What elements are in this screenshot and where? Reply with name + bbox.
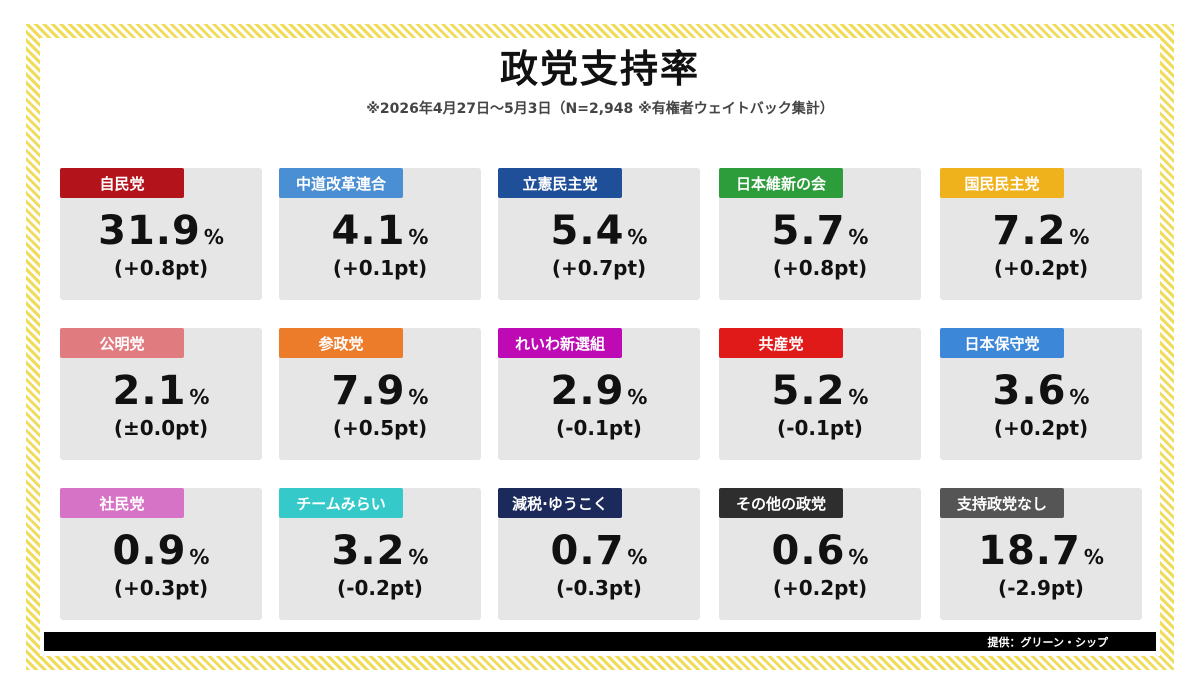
percent-symbol: % [408, 545, 429, 569]
percent-symbol: % [408, 225, 429, 249]
party-card: 共産党 5.2% (-0.1pt) [719, 328, 921, 460]
support-value-row: 3.6% [940, 368, 1142, 414]
support-rate-value: 0.7 [550, 528, 625, 574]
party-name-label: 社民党 [60, 488, 184, 518]
party-name-label: その他の政党 [719, 488, 843, 518]
party-name-label: 共産党 [719, 328, 843, 358]
support-rate-value: 2.1 [112, 368, 187, 414]
page-title: 政党支持率 [499, 47, 700, 91]
party-card: 国民民主党 7.2% (+0.2pt) [940, 168, 1142, 300]
support-value-row: 3.2% [279, 528, 481, 574]
support-rate-value: 3.6 [992, 368, 1067, 414]
support-rate-value: 5.7 [771, 208, 846, 254]
party-card: 支持政党なし 18.7% (-2.9pt) [940, 488, 1142, 620]
change-from-previous: (+0.8pt) [772, 256, 868, 280]
percent-symbol: % [189, 545, 210, 569]
change-from-previous: (+0.1pt) [332, 256, 428, 280]
change-from-previous: (-0.1pt) [556, 416, 642, 440]
party-card: 減税·ゆうこく 0.7% (-0.3pt) [498, 488, 700, 620]
party-name-label: れいわ新選組 [498, 328, 622, 358]
support-value-row: 5.7% [719, 208, 921, 254]
party-card: 日本維新の会 5.7% (+0.8pt) [719, 168, 921, 300]
change-from-previous: (+0.2pt) [772, 576, 868, 600]
change-from-previous: (+0.2pt) [993, 256, 1089, 280]
support-value-row: 5.2% [719, 368, 921, 414]
party-card: 立憲民主党 5.4% (+0.7pt) [498, 168, 700, 300]
party-name-label: 参政党 [279, 328, 403, 358]
party-name-label: 公明党 [60, 328, 184, 358]
party-card: 参政党 7.9% (+0.5pt) [279, 328, 481, 460]
percent-symbol: % [848, 385, 869, 409]
support-rate-value: 4.1 [331, 208, 406, 254]
support-value-row: 5.4% [498, 208, 700, 254]
support-rate-value: 7.2 [992, 208, 1067, 254]
percent-symbol: % [848, 545, 869, 569]
support-value-row: 0.6% [719, 528, 921, 574]
change-from-previous: (+0.5pt) [332, 416, 428, 440]
change-from-previous: (-0.1pt) [777, 416, 863, 440]
party-card: チームみらい 3.2% (-0.2pt) [279, 488, 481, 620]
footer-bar: 提供：グリーン・シップ [44, 632, 1156, 651]
party-name-label: 支持政党なし [940, 488, 1064, 518]
party-name-label: 減税·ゆうこく [498, 488, 622, 518]
support-value-row: 4.1% [279, 208, 481, 254]
percent-symbol: % [1083, 545, 1104, 569]
change-from-previous: (±0.0pt) [113, 416, 209, 440]
party-name-label: 日本維新の会 [719, 168, 843, 198]
percent-symbol: % [627, 225, 648, 249]
support-rate-value: 2.9 [550, 368, 625, 414]
party-card: 自民党 31.9% (+0.8pt) [60, 168, 262, 300]
percent-symbol: % [627, 385, 648, 409]
survey-note: ※2026年4月27日～5月3日（N=2,948 ※有権者ウェイトバック集計） [366, 101, 834, 117]
party-name-label: 日本保守党 [940, 328, 1064, 358]
support-value-row: 2.9% [498, 368, 700, 414]
change-from-previous: (-0.3pt) [556, 576, 642, 600]
support-rate-value: 3.2 [331, 528, 406, 574]
support-value-row: 2.1% [60, 368, 262, 414]
percent-symbol: % [1069, 385, 1090, 409]
party-name-label: 立憲民主党 [498, 168, 622, 198]
percent-symbol: % [203, 225, 224, 249]
party-card: 公明党 2.1% (±0.0pt) [60, 328, 262, 460]
party-card: 日本保守党 3.6% (+0.2pt) [940, 328, 1142, 460]
percent-symbol: % [627, 545, 648, 569]
support-rate-value: 18.7 [978, 528, 1081, 574]
party-name-label: 自民党 [60, 168, 184, 198]
change-from-previous: (-2.9pt) [998, 576, 1084, 600]
support-rate-value: 31.9 [98, 208, 201, 254]
percent-symbol: % [1069, 225, 1090, 249]
party-card: れいわ新選組 2.9% (-0.1pt) [498, 328, 700, 460]
percent-symbol: % [848, 225, 869, 249]
party-card: 社民党 0.9% (+0.3pt) [60, 488, 262, 620]
support-rate-value: 5.4 [550, 208, 625, 254]
support-value-row: 31.9% [60, 208, 262, 254]
percent-symbol: % [408, 385, 429, 409]
change-from-previous: (+0.3pt) [113, 576, 209, 600]
party-card: 中道改革連合 4.1% (+0.1pt) [279, 168, 481, 300]
support-rate-value: 0.6 [771, 528, 846, 574]
change-from-previous: (+0.2pt) [993, 416, 1089, 440]
party-name-label: チームみらい [279, 488, 403, 518]
credit-text: 提供：グリーン・シップ [987, 636, 1108, 649]
support-rate-value: 0.9 [112, 528, 187, 574]
party-name-label: 国民民主党 [940, 168, 1064, 198]
support-value-row: 0.9% [60, 528, 262, 574]
change-from-previous: (+0.8pt) [113, 256, 209, 280]
support-value-row: 7.2% [940, 208, 1142, 254]
support-value-row: 7.9% [279, 368, 481, 414]
support-value-row: 18.7% [940, 528, 1142, 574]
change-from-previous: (-0.2pt) [337, 576, 423, 600]
support-rate-value: 7.9 [331, 368, 406, 414]
change-from-previous: (+0.7pt) [551, 256, 647, 280]
percent-symbol: % [189, 385, 210, 409]
party-name-label: 中道改革連合 [279, 168, 403, 198]
support-rate-value: 5.2 [771, 368, 846, 414]
support-value-row: 0.7% [498, 528, 700, 574]
party-card: その他の政党 0.6% (+0.2pt) [719, 488, 921, 620]
